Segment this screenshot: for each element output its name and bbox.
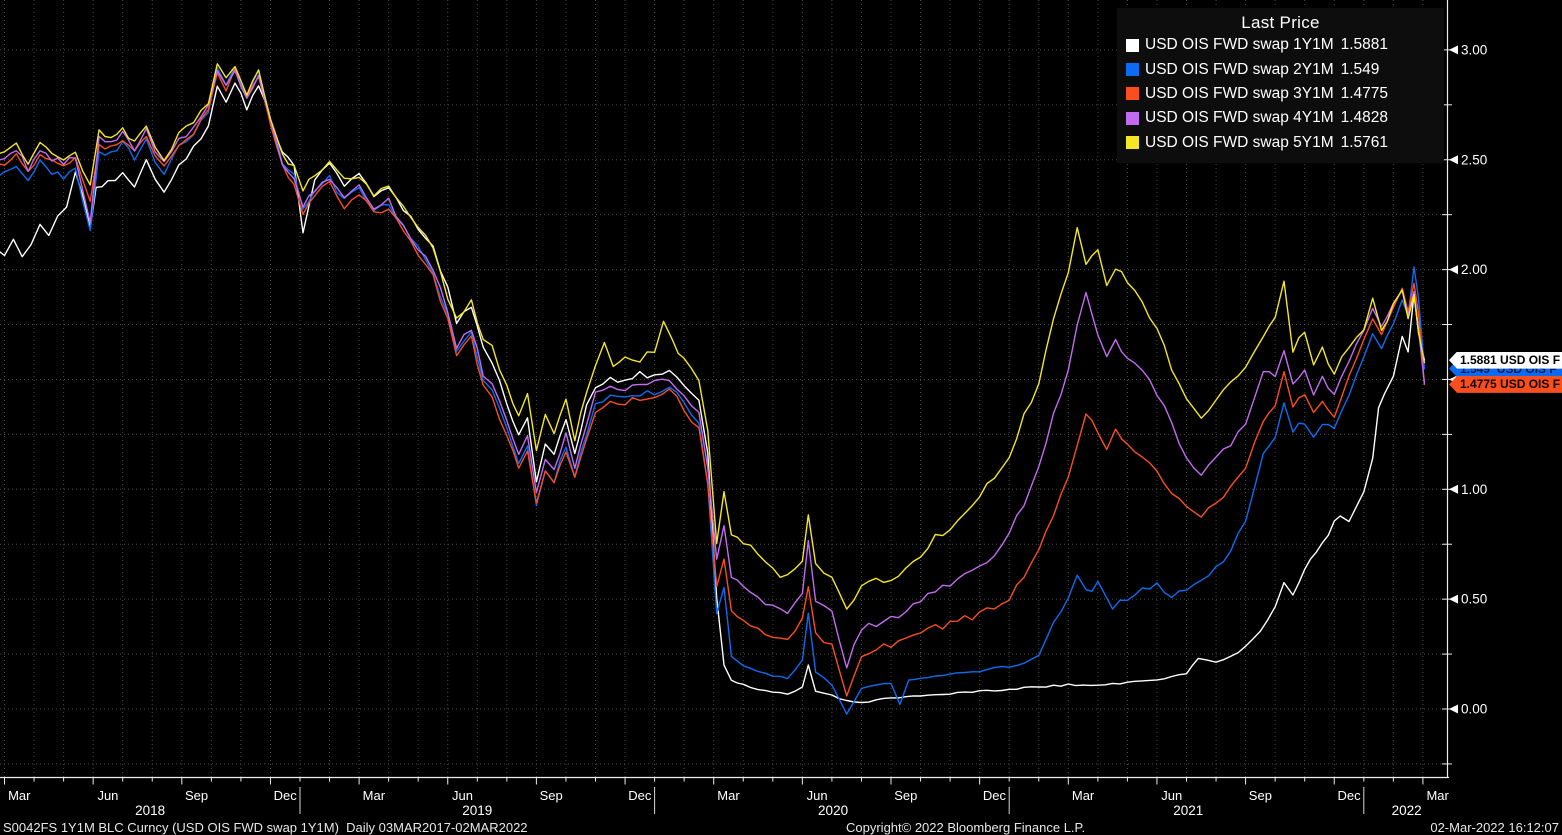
svg-text:Mar: Mar — [1072, 788, 1095, 803]
copyright-notice: Copyright© 2022 Bloomberg Finance L.P. — [846, 820, 1086, 835]
svg-text:2018: 2018 — [135, 803, 165, 818]
legend-series-5y1m[interactable]: USD OIS FWD swap 5Y1M 1.5761 — [1117, 131, 1444, 155]
legend-series-1y1m[interactable]: USD OIS FWD swap 1Y1M 1.5881 — [1117, 33, 1444, 57]
legend-series-4y1m[interactable]: USD OIS FWD swap 4Y1M 1.4828 — [1117, 106, 1444, 130]
legend-series-label: USD OIS FWD swap 2Y1M — [1145, 60, 1334, 78]
legend-series-label: USD OIS FWD swap 1Y1M — [1145, 36, 1334, 54]
svg-text:Dec: Dec — [1337, 788, 1361, 803]
axes — [0, 0, 1449, 779]
legend-series-value: 1.4828 — [1340, 109, 1389, 127]
svg-text:2020: 2020 — [818, 803, 848, 818]
legend-series-value: 1.5761 — [1340, 133, 1389, 151]
series-line-5 — [0, 63, 1426, 610]
legend-series-label: USD OIS FWD swap 5Y1M — [1145, 133, 1334, 151]
svg-text:3.00: 3.00 — [1461, 42, 1487, 57]
svg-text:2019: 2019 — [462, 803, 492, 818]
legend-series-3y1m[interactable]: USD OIS FWD swap 3Y1M 1.4775 — [1117, 82, 1444, 106]
svg-text:Dec: Dec — [983, 788, 1007, 803]
legend-series-2y1m[interactable]: USD OIS FWD swap 2Y1M 1.549 — [1117, 57, 1444, 81]
legend-title: Last Price — [1241, 13, 1320, 32]
y-axis-ticks: 3.002.502.001.501.000.500.00 — [1442, 42, 1487, 765]
series-color-swatch — [1126, 136, 1139, 150]
svg-text:2.50: 2.50 — [1461, 152, 1487, 167]
svg-text:Mar: Mar — [1426, 788, 1449, 803]
chart-legend-panel: Last Price USD OIS FWD swap 1Y1M 1.5881 … — [1117, 8, 1444, 163]
svg-text:Mar: Mar — [8, 788, 31, 803]
series-line-2 — [0, 66, 1426, 715]
series-lines — [0, 63, 1426, 715]
svg-text:0.00: 0.00 — [1461, 702, 1487, 717]
svg-text:Dec: Dec — [628, 788, 652, 803]
series-line-3 — [0, 67, 1426, 697]
svg-text:2.00: 2.00 — [1461, 262, 1487, 277]
axis-price-tag-1y1m: 1.5881 USD OIS F — [1449, 351, 1562, 369]
svg-text:0.50: 0.50 — [1461, 592, 1487, 607]
svg-text:Sep: Sep — [1249, 788, 1272, 803]
x-axis-ticks: Mar Jun Sep Dec Mar Jun Sep Dec Mar Jun Sep Dec Mar J… — [4, 777, 1450, 818]
series-color-swatch — [1126, 63, 1139, 77]
legend-series-value: 1.549 — [1340, 60, 1380, 78]
gridlines — [0, 0, 1447, 777]
svg-text:2022: 2022 — [1392, 803, 1422, 818]
legend-series-value: 1.4775 — [1340, 84, 1389, 102]
svg-text:Mar: Mar — [363, 788, 386, 803]
axis-price-tag-3y1m: 1.4775 USD OIS F — [1449, 375, 1562, 393]
legend-series-label: USD OIS FWD swap 3Y1M — [1145, 84, 1334, 102]
price-tag-text: 1.5881 USD OIS F — [1460, 353, 1561, 368]
series-color-swatch — [1126, 87, 1139, 101]
timestamp: 02-Mar-2022 16:12:07 — [1430, 820, 1559, 835]
price-tag-text: 1.4775 USD OIS F — [1460, 377, 1561, 392]
svg-text:1.00: 1.00 — [1461, 482, 1487, 497]
svg-text:Jun: Jun — [97, 788, 118, 803]
svg-text:Dec: Dec — [274, 788, 298, 803]
svg-text:Jun: Jun — [1161, 788, 1182, 803]
svg-text:Jun: Jun — [807, 788, 828, 803]
svg-text:Sep: Sep — [894, 788, 917, 803]
legend-series-label: USD OIS FWD swap 4Y1M — [1145, 109, 1334, 127]
security-description: S0042FS 1Y1M BLC Curncy (USD OIS FWD swa… — [3, 820, 528, 835]
svg-text:2021: 2021 — [1173, 803, 1203, 818]
svg-text:Sep: Sep — [185, 788, 208, 803]
svg-text:Mar: Mar — [717, 788, 740, 803]
series-line-4 — [0, 70, 1426, 669]
svg-text:Sep: Sep — [540, 788, 563, 803]
series-line-1 — [0, 82, 1426, 704]
series-color-swatch — [1126, 111, 1139, 125]
series-color-swatch — [1126, 38, 1139, 52]
svg-text:Jun: Jun — [452, 788, 473, 803]
legend-series-value: 1.5881 — [1340, 36, 1389, 54]
status-bar: S0042FS 1Y1M BLC Curncy (USD OIS FWD swa… — [0, 818, 1562, 835]
